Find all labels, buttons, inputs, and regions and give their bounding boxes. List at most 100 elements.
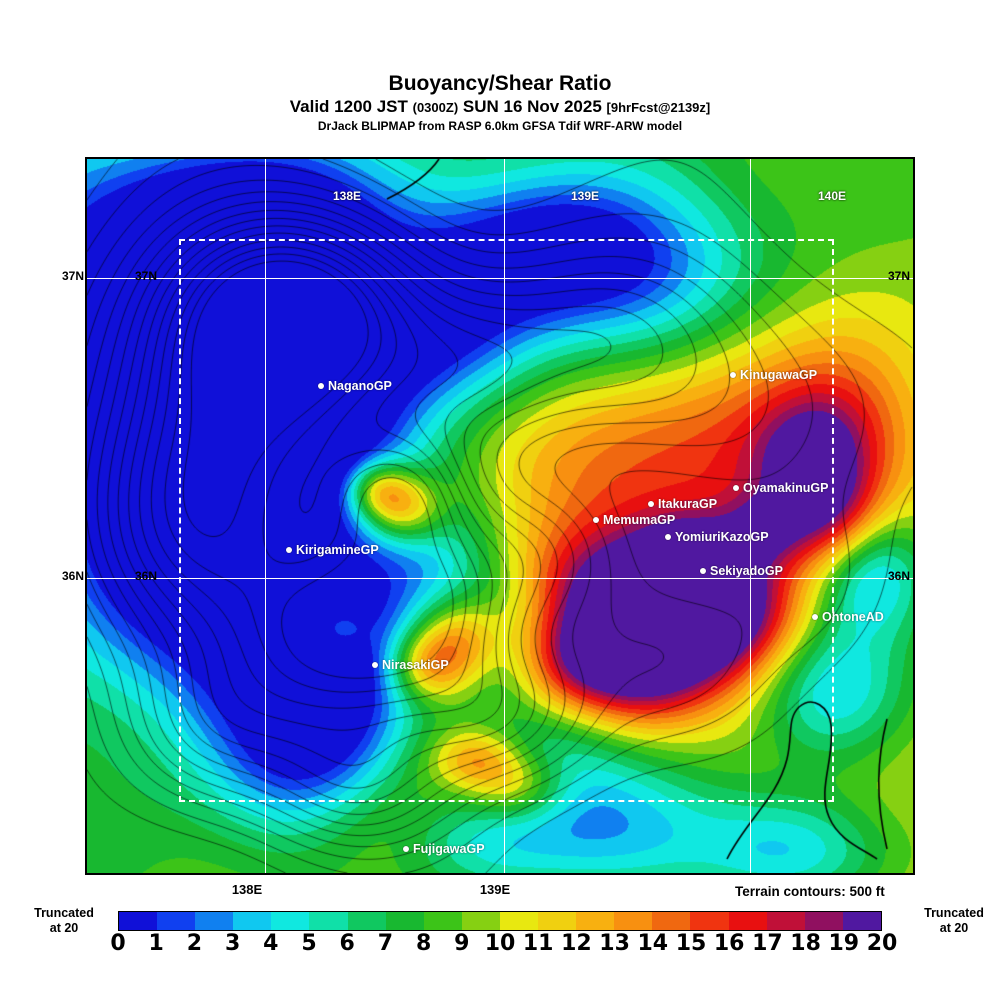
station-label: ItakuraGP [658,497,718,511]
color-band-19 [842,912,881,930]
lat-label-inside-37N: 37N [135,269,158,283]
scale-tick-16: 16 [713,931,745,956]
station-dot-icon [665,534,671,540]
color-band-4 [271,912,310,930]
scale-tick-15: 15 [675,931,707,956]
station-label: OhtoneAD [822,610,884,624]
lat-label-left-36N: 36N [62,569,85,583]
scale-tick-7: 7 [377,931,394,956]
scale-tick-8: 8 [415,931,432,956]
lon-label-139E: 139E [570,189,600,203]
station-label: NirasakiGP [382,658,449,672]
scale-tick-10: 10 [484,931,516,956]
scale-tick-6: 6 [339,931,355,956]
station-marker-NirasakiGP[interactable]: NirasakiGP [372,658,449,672]
station-marker-OhtoneAD[interactable]: OhtoneAD [812,610,884,624]
color-band-0 [119,912,158,930]
station-dot-icon [648,501,654,507]
station-label: MemumaGP [603,513,676,527]
lon-label-bottom-139E: 139E [479,882,511,897]
color-band-1 [157,912,196,930]
station-marker-NaganoGP[interactable]: NaganoGP [318,379,392,393]
color-band-9 [461,912,500,930]
station-dot-icon [403,846,409,852]
valid-date: SUN 16 Nov 2025 [462,97,602,116]
scale-tick-0: 0 [110,931,126,956]
color-band-3 [233,912,272,930]
scale-tick-2: 2 [186,931,203,956]
lat-label-left-37N: 37N [62,269,85,283]
valid-time-prefix: Valid 1200 JST [289,97,408,116]
station-marker-KirigamineGP[interactable]: KirigamineGP [286,543,379,557]
station-marker-OyamakinuGP[interactable]: OyamakinuGP [733,481,828,495]
color-band-8 [423,912,462,930]
station-dot-icon [593,517,599,523]
color-band-5 [309,912,348,930]
station-marker-ItakuraGP[interactable]: ItakuraGP [648,497,717,511]
station-marker-SekiyadoGP[interactable]: SekiyadoGP [700,564,783,578]
scale-tick-18: 18 [790,931,821,956]
color-band-17 [766,912,805,930]
color-band-10 [499,912,539,930]
station-dot-icon [286,547,292,553]
scale-tick-17: 17 [752,931,783,956]
forecast-map[interactable]: 138E 139E 140E 37N 36N NaganoGP KinugawaGP Oy… [85,157,915,875]
truncated-note-left-line2: at 20 [49,921,79,935]
station-label: KinugawaGP [740,368,818,382]
lon-label-bottom-138E: 138E [231,882,263,897]
station-dot-icon [733,485,739,491]
color-band-16 [728,912,767,930]
model-source-line: DrJack BLIPMAP from RASP 6.0km GFSA Tdif… [317,119,683,133]
scale-tick-12: 12 [561,931,592,956]
station-label: YomiuriKazoGP [675,530,769,544]
station-label: FujigawaGP [413,842,485,856]
page-title: Buoyancy/Shear Ratio [388,72,612,95]
scale-tick-11: 11 [522,931,554,956]
color-scale-ticks: 0 1 2 3 4 5 6 7 8 9 10 11 12 13 14 15 16 17 18 19 20 [110,931,897,957]
color-band-7 [385,912,424,930]
station-marker-FujigawaGP[interactable]: FujigawaGP [403,842,485,856]
truncated-note-left-line1: Truncated [34,906,94,920]
scale-tick-1: 1 [148,931,164,956]
truncated-note-left: Truncated at 20 [18,906,110,936]
color-scale-bar[interactable] [118,911,882,931]
valid-time-utc: (0300Z) [412,100,459,115]
lon-label-138E: 138E [332,189,362,203]
color-band-6 [347,912,386,930]
station-dot-icon [372,662,378,668]
scale-tick-3: 3 [224,931,241,956]
lat-label-right-37N: 37N [888,269,911,283]
color-band-11 [538,912,577,930]
buoyancy-shear-raster [87,159,913,873]
terrain-contour-note: Terrain contours: 500 ft [735,884,885,899]
forecast-tag: [9hrFcst@2139z] [606,100,711,115]
scale-tick-19: 19 [828,931,860,956]
scale-tick-5: 5 [301,931,317,956]
color-band-13 [614,912,653,930]
lon-label-140E: 140E [817,189,847,203]
color-band-15 [690,912,729,930]
scale-tick-20: 20 [866,931,898,956]
color-band-12 [576,912,615,930]
station-marker-YomiuriKazoGP[interactable]: YomiuriKazoGP [665,530,769,544]
title-block: Buoyancy/Shear Ratio Valid 1200 JST (030… [0,72,1000,134]
station-dot-icon [812,614,818,620]
scale-tick-14: 14 [637,931,669,956]
station-label: NaganoGP [328,379,392,393]
station-label: SekiyadoGP [710,564,783,578]
station-marker-KinugawaGP[interactable]: KinugawaGP [730,368,817,382]
scale-tick-4: 4 [263,931,279,956]
lat-label-right-36N: 36N [888,569,911,583]
color-band-2 [195,912,234,930]
station-dot-icon [318,383,324,389]
station-dot-icon [700,568,706,574]
color-band-14 [652,912,691,930]
scale-tick-13: 13 [599,931,630,956]
station-marker-MemumaGP[interactable]: MemumaGP [593,513,675,527]
scale-tick-9: 9 [454,931,470,956]
truncated-note-right-line1: Truncated [924,906,984,920]
station-dot-icon [730,372,736,378]
station-label: OyamakinuGP [743,481,829,495]
lat-label-inside-36N: 36N [135,569,158,583]
valid-time-line: Valid 1200 JST (0300Z) SUN 16 Nov 2025 [… [0,96,1000,118]
